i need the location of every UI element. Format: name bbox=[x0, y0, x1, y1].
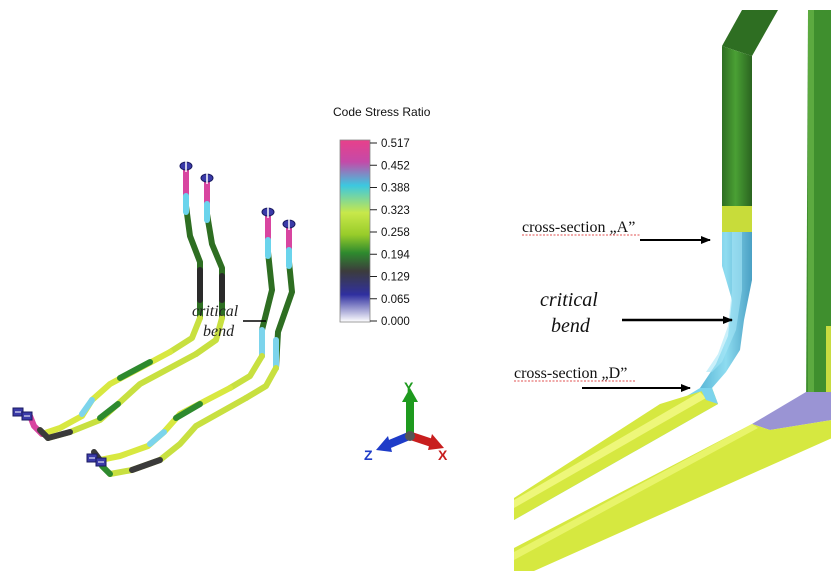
anchor-icon-1 bbox=[179, 160, 193, 172]
pipe-model-left bbox=[12, 160, 296, 477]
anchor-icon-2 bbox=[200, 172, 214, 184]
y-axis-label: Y bbox=[404, 379, 414, 395]
legend-tick-label: 0.323 bbox=[381, 205, 410, 217]
anchor-icon-3 bbox=[261, 206, 275, 218]
detail-annotations: cross-section „A” critical bend cross-se… bbox=[514, 219, 733, 392]
pipe-loop-2 bbox=[91, 211, 295, 477]
legend-ticks: 0.517 0.452 0.388 0.323 0.258 0.194 0.129 0.065… bbox=[370, 138, 410, 328]
y-axis-arrow: Y bbox=[402, 379, 418, 434]
bend-label-left: bend bbox=[203, 323, 235, 340]
legend-tick-label: 0.452 bbox=[381, 160, 410, 172]
anchor-icon-5 bbox=[12, 407, 33, 421]
legend-title: Code Stress Ratio bbox=[333, 105, 431, 119]
legend-tick-label: 0.258 bbox=[381, 227, 410, 239]
legend-tick-label: 0.517 bbox=[381, 138, 410, 150]
detail-pipe-front bbox=[514, 10, 778, 520]
triad-origin bbox=[405, 431, 415, 441]
legend-tick-label: 0.129 bbox=[381, 272, 410, 284]
critical-bend-callout-left: critical bend bbox=[192, 303, 266, 340]
critical-label-right: critical bbox=[540, 289, 598, 311]
critical-label-left: critical bbox=[192, 303, 239, 320]
detail-pipe-back bbox=[514, 10, 831, 571]
anchor-icon-4 bbox=[282, 218, 296, 230]
bend-label-right: bend bbox=[551, 315, 591, 337]
legend-tick-label: 0.388 bbox=[381, 183, 410, 195]
pipe-detail-view bbox=[514, 10, 831, 571]
x-axis-arrow: X bbox=[410, 432, 448, 463]
legend-colorbar bbox=[339, 139, 371, 323]
x-axis-label: X bbox=[438, 447, 448, 463]
axis-triad: Y X Z bbox=[364, 379, 448, 463]
cross-section-d-label: cross-section „D” bbox=[514, 365, 627, 382]
stress-legend: Code Stress Ratio 0.5170.4520.3880.3230.… bbox=[333, 105, 431, 328]
legend-tick-label: 0.000 bbox=[381, 316, 410, 328]
legend-tick-label: 0.194 bbox=[381, 249, 410, 261]
pipe-2-run-b bbox=[107, 395, 249, 477]
legend-tick-label: 0.065 bbox=[381, 294, 410, 306]
cross-section-a-label: cross-section „A” bbox=[522, 219, 635, 236]
anchor-icon-6 bbox=[86, 453, 107, 467]
z-axis-arrow: Z bbox=[364, 432, 410, 463]
z-axis-label: Z bbox=[364, 447, 373, 463]
